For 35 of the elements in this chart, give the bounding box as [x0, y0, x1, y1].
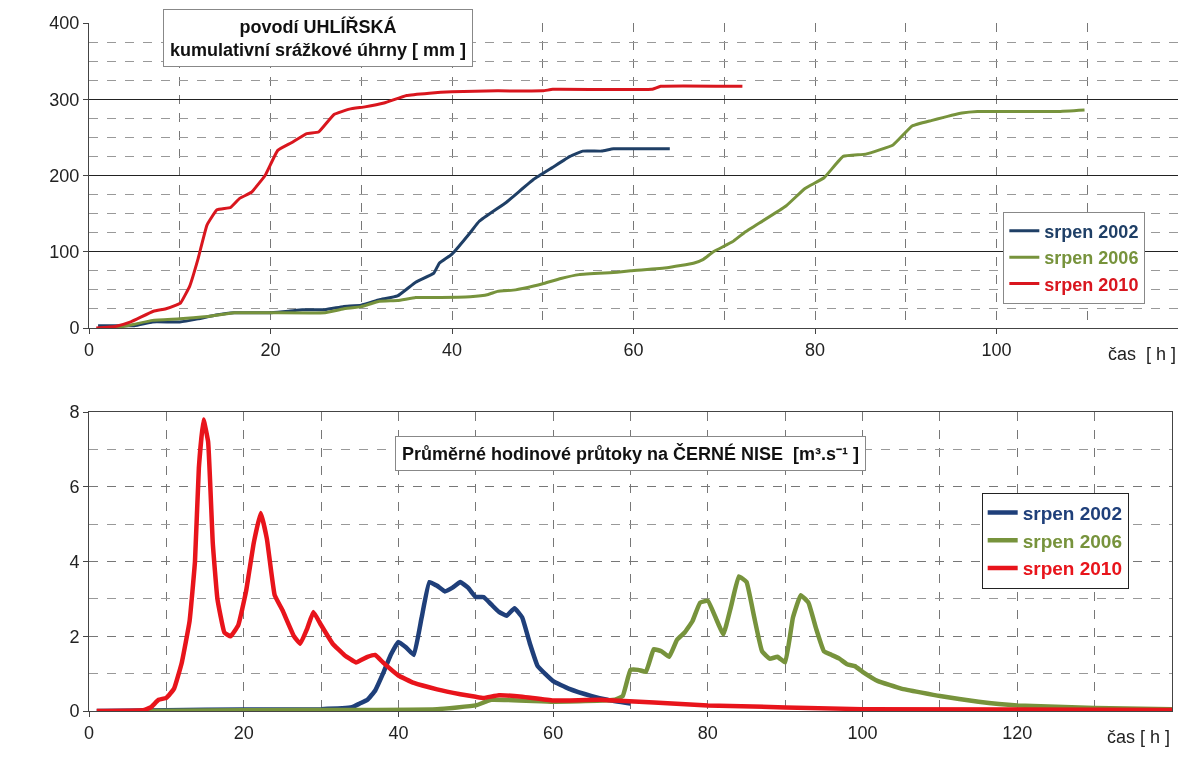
x-tick-label: 40 — [441, 339, 463, 360]
chart-title: povodí UHLÍŘSKÁ kumulativní srážkové úhrny [ mm ] — [170, 16, 467, 61]
y-tick-label: 0 — [69, 701, 80, 722]
x-tick-label: 80 — [697, 722, 718, 743]
legend-label: srpen 2010 — [1022, 558, 1122, 580]
x-tick-label: 40 — [388, 722, 409, 743]
x-tick-label: 20 — [233, 722, 254, 743]
x-axis-title: čas [ h ] — [1108, 344, 1177, 364]
line-series — [94, 417, 1172, 711]
legend-label: srpen 2006 — [1044, 248, 1139, 269]
x-tick-label: 80 — [804, 339, 826, 360]
x-tick-label: 60 — [623, 339, 644, 360]
y-tick-label: 4 — [69, 551, 80, 572]
x-tick-label: 60 — [543, 722, 564, 743]
legend-label: srpen 2002 — [1022, 502, 1122, 524]
legend-label: srpen 2010 — [1044, 274, 1139, 295]
x-tick-label: 100 — [847, 722, 878, 743]
y-tick-label: 0 — [69, 318, 80, 339]
y-tick-label: 2 — [69, 626, 80, 647]
text: Průměrné hodinové průtoky na ČERNÉ NISE [m³.s⁻¹ ] — [402, 443, 860, 464]
x-tick-label: 20 — [260, 339, 281, 360]
x-tick-label: 120 — [1002, 722, 1033, 743]
x-tick-label: 100 — [981, 339, 1012, 360]
legend-label: srpen 2002 — [1044, 221, 1139, 242]
y-tick-label: 400 — [49, 13, 80, 34]
line-series — [94, 84, 744, 328]
y-tick-label: 200 — [49, 165, 80, 186]
y-tick-label: 100 — [49, 242, 80, 263]
x-axis-title: čas [ h ] — [1107, 727, 1171, 747]
x-tick-label: 0 — [83, 722, 95, 743]
y-tick-label: 300 — [49, 89, 80, 110]
y-tick-label: 8 — [69, 402, 80, 423]
legend-label: srpen 2006 — [1022, 530, 1122, 552]
y-tick-label: 6 — [69, 477, 80, 498]
x-tick-label: 0 — [83, 339, 95, 360]
